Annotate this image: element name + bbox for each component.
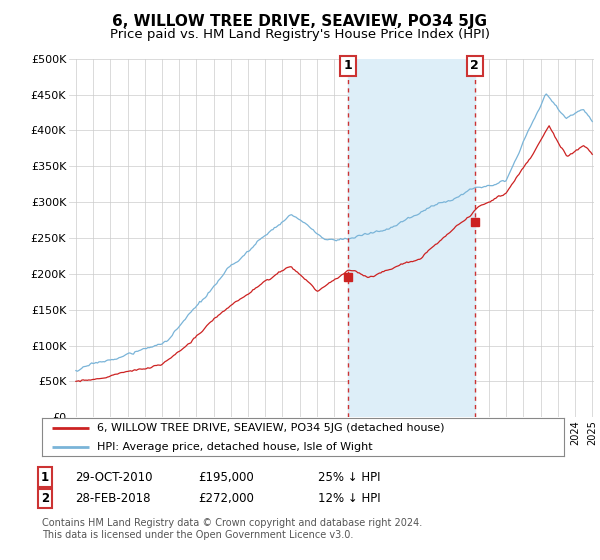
Text: Price paid vs. HM Land Registry's House Price Index (HPI): Price paid vs. HM Land Registry's House …: [110, 27, 490, 41]
Text: 2: 2: [470, 59, 479, 72]
Text: 28-FEB-2018: 28-FEB-2018: [75, 492, 151, 505]
Text: 12% ↓ HPI: 12% ↓ HPI: [318, 492, 380, 505]
Text: 6, WILLOW TREE DRIVE, SEAVIEW, PO34 5JG: 6, WILLOW TREE DRIVE, SEAVIEW, PO34 5JG: [113, 14, 487, 29]
Text: 25% ↓ HPI: 25% ↓ HPI: [318, 470, 380, 484]
Bar: [349, 59, 475, 417]
Text: £195,000: £195,000: [198, 470, 254, 484]
Text: HPI: Average price, detached house, Isle of Wight: HPI: Average price, detached house, Isle…: [97, 442, 373, 452]
Text: 29-OCT-2010: 29-OCT-2010: [75, 470, 152, 484]
Text: £272,000: £272,000: [198, 492, 254, 505]
Text: 1: 1: [41, 470, 49, 484]
Text: 1: 1: [344, 59, 353, 72]
Text: 6, WILLOW TREE DRIVE, SEAVIEW, PO34 5JG (detached house): 6, WILLOW TREE DRIVE, SEAVIEW, PO34 5JG …: [97, 423, 445, 433]
Text: Contains HM Land Registry data © Crown copyright and database right 2024.
This d: Contains HM Land Registry data © Crown c…: [42, 519, 422, 540]
Text: 2: 2: [41, 492, 49, 505]
